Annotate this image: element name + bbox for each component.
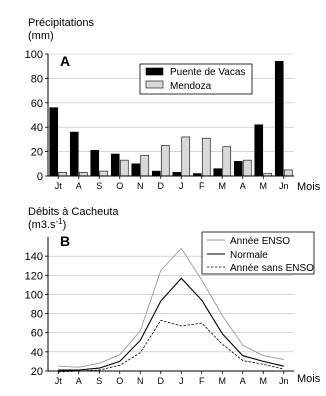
chart-a-bar-puente <box>131 163 141 177</box>
chart-b-line-enso <box>58 248 284 368</box>
chart-b-legend-label-sans-enso: Année sans ENSO <box>230 263 314 274</box>
chart-a-gridlines <box>48 53 294 152</box>
chart-a-bar-puente <box>110 153 120 177</box>
chart-a-x-tick-label: Jt <box>55 181 63 191</box>
chart-b-y-tick-label: 120 <box>25 270 43 282</box>
chart-b-legend-label-enso: Année ENSO <box>230 236 290 247</box>
chart-a-ylabel-line1: Précipitations <box>28 17 95 29</box>
chart-b-x-tick-label: M <box>219 376 227 386</box>
chart-a-bar-puente <box>69 131 79 177</box>
chart-b-x-tick-label: F <box>199 376 205 386</box>
chart-a-bar-mendoza <box>140 154 150 177</box>
chart-a-bars <box>49 61 293 177</box>
chart-b-y-tick-labels: 20 40 60 80 100 120 140 <box>25 251 43 378</box>
chart-a-bar-mendoza <box>99 170 109 177</box>
chart-a: Précipitations (mm) A 0 20 40 60 80 100 Jt A S O… <box>25 17 321 193</box>
chart-b-y-tick-label: 40 <box>31 347 43 359</box>
chart-a-legend-swatch-puente <box>145 67 164 76</box>
chart-a-x-tick-labels: Jt A S O N D J F M A M Jn <box>55 181 289 191</box>
chart-a-y-tick-label: 80 <box>31 73 43 85</box>
chart-b-y-tick-label: 60 <box>31 328 43 340</box>
chart-a-ylabel-line2: (mm) <box>28 30 54 42</box>
chart-b-x-tick-label: M <box>260 376 268 386</box>
chart-a-bar-mendoza <box>242 159 252 177</box>
chart-b-x-tick-label: A <box>76 376 82 386</box>
chart-a-bar-puente <box>49 107 59 177</box>
chart-b-gridlines <box>48 255 294 353</box>
chart-a-bar-mendoza <box>58 172 68 177</box>
chart-a-y-tick-label: 40 <box>31 122 43 134</box>
chart-b-y-tick-label: 140 <box>25 251 43 263</box>
chart-a-bar-mendoza <box>160 145 170 177</box>
chart-a-axes <box>45 53 294 179</box>
chart-b-line-sans-enso <box>58 319 284 373</box>
chart-b-axes <box>45 237 294 374</box>
chart-b-x-tick-label: J <box>179 376 184 386</box>
chart-b: Débits à Cacheuta (m3.s-1) B 20 40 60 80 100… <box>25 206 321 386</box>
chart-b-legend-label-normale: Normale <box>230 250 268 261</box>
chart-a-bar-mendoza <box>283 169 293 177</box>
chart-b-panel-label: B <box>60 233 70 249</box>
chart-a-y-tick-labels: 0 20 40 60 80 100 <box>25 49 43 183</box>
chart-b-ylabel-line1: Débits à Cacheuta <box>28 206 119 218</box>
chart-a-legend-swatch-mendoza <box>145 80 164 89</box>
chart-b-ylabel-unit: (m3.s-1) <box>28 217 66 231</box>
chart-a-bar-mendoza <box>78 172 88 177</box>
chart-b-y-tick-label: 100 <box>25 289 43 301</box>
chart-a-y-tick-label: 60 <box>31 98 43 110</box>
chart-b-x-tick-label: D <box>158 376 165 386</box>
chart-a-x-tick-label: M <box>260 181 268 191</box>
chart-a-x-tick-label: D <box>158 181 165 191</box>
chart-b-x-tick-label: A <box>240 376 246 386</box>
chart-b-x-tick-label: N <box>137 376 144 386</box>
chart-a-bar-mendoza <box>201 137 211 177</box>
chart-b-y-tick-label: 80 <box>31 309 43 321</box>
chart-a-bar-mendoza <box>119 159 129 177</box>
chart-a-x-tick-label: S <box>96 181 102 191</box>
chart-a-x-tick-label: Jn <box>279 181 289 191</box>
chart-a-bar-puente <box>274 61 284 177</box>
chart-a-y-tick-label: 20 <box>31 147 43 159</box>
chart-b-x-tick-label: Jt <box>55 376 63 386</box>
chart-a-bar-mendoza <box>181 136 191 177</box>
chart-b-legend: Année ENSO Normale Année sans ENSO <box>201 231 315 275</box>
chart-b-legend-box <box>201 231 315 275</box>
chart-a-x-tick-label: M <box>219 181 227 191</box>
chart-a-bar-puente <box>254 124 264 177</box>
chart-a-y-tick-label: 0 <box>37 171 43 183</box>
chart-a-x-tick-label: A <box>76 181 82 191</box>
chart-b-y-tick-label: 20 <box>31 366 43 378</box>
chart-a-xlabel: Mois <box>297 181 321 193</box>
chart-b-xlabel: Mois <box>297 373 321 385</box>
chart-b-lines <box>58 248 284 373</box>
chart-b-x-tick-label: Jn <box>279 376 289 386</box>
chart-a-bar-puente <box>151 170 161 177</box>
chart-b-x-tick-label: S <box>96 376 102 386</box>
chart-a-x-tick-label: F <box>199 181 205 191</box>
chart-a-x-tick-label: J <box>179 181 184 191</box>
chart-a-bar-puente <box>213 168 223 177</box>
chart-b-line-normale <box>58 277 284 371</box>
chart-a-legend: Puente de Vacas Mendoza <box>139 63 253 95</box>
chart-a-legend-label-mendoza: Mendoza <box>170 81 212 92</box>
chart-a-x-tick-label: A <box>240 181 246 191</box>
chart-b-x-tick-labels: Jt A S O N D J F M A M Jn <box>55 376 289 386</box>
chart-a-bar-mendoza <box>222 146 232 177</box>
chart-a-x-tick-label: O <box>116 181 123 191</box>
chart-a-bar-puente <box>90 150 100 177</box>
chart-a-legend-label-puente: Puente de Vacas <box>170 67 245 78</box>
chart-a-y-tick-label: 100 <box>25 49 43 61</box>
chart-a-bar-puente <box>233 161 243 177</box>
chart-a-bar-puente <box>172 172 182 177</box>
chart-a-x-tick-label: N <box>137 181 144 191</box>
chart-a-panel-label: A <box>60 53 70 69</box>
chart-b-x-tick-label: O <box>116 376 123 386</box>
